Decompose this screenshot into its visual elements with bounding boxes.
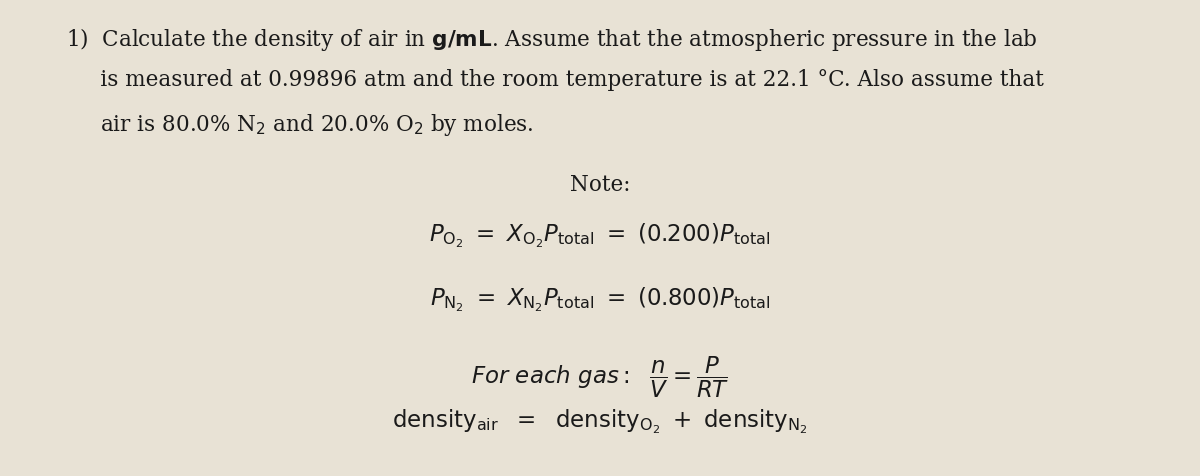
Text: air is 80.0% N$_2$ and 20.0% O$_2$ by moles.: air is 80.0% N$_2$ and 20.0% O$_2$ by mo… — [66, 112, 534, 138]
Text: $P_{\mathrm{N_2}}\ =\ X_{\mathrm{N_2}}P_{\mathrm{total}}\ =\ (0.800)P_{\mathrm{t: $P_{\mathrm{N_2}}\ =\ X_{\mathrm{N_2}}P_… — [430, 286, 770, 314]
Text: 1)  Calculate the density of air in $\mathbf{g/mL}$. Assume that the atmospheric: 1) Calculate the density of air in $\mat… — [66, 26, 1038, 53]
Text: is measured at 0.99896 atm and the room temperature is at 22.1 °C. Also assume t: is measured at 0.99896 atm and the room … — [66, 69, 1044, 91]
Text: $P_{\mathrm{O_2}}\ =\ X_{\mathrm{O_2}}P_{\mathrm{total}}\ =\ (0.200)P_{\mathrm{t: $P_{\mathrm{O_2}}\ =\ X_{\mathrm{O_2}}P_… — [430, 221, 770, 250]
Text: Note:: Note: — [570, 174, 630, 196]
Text: $\mathit{For\ each\ gas{:}}\ \ \dfrac{n}{V}=\dfrac{P}{RT}$: $\mathit{For\ each\ gas{:}}\ \ \dfrac{n}… — [470, 355, 730, 400]
Text: $\mathrm{density_{air}}\ \ =\ \ \mathrm{density_{O_2}}\ +\ \mathrm{density_{N_2}: $\mathrm{density_{air}}\ \ =\ \ \mathrm{… — [392, 407, 808, 436]
